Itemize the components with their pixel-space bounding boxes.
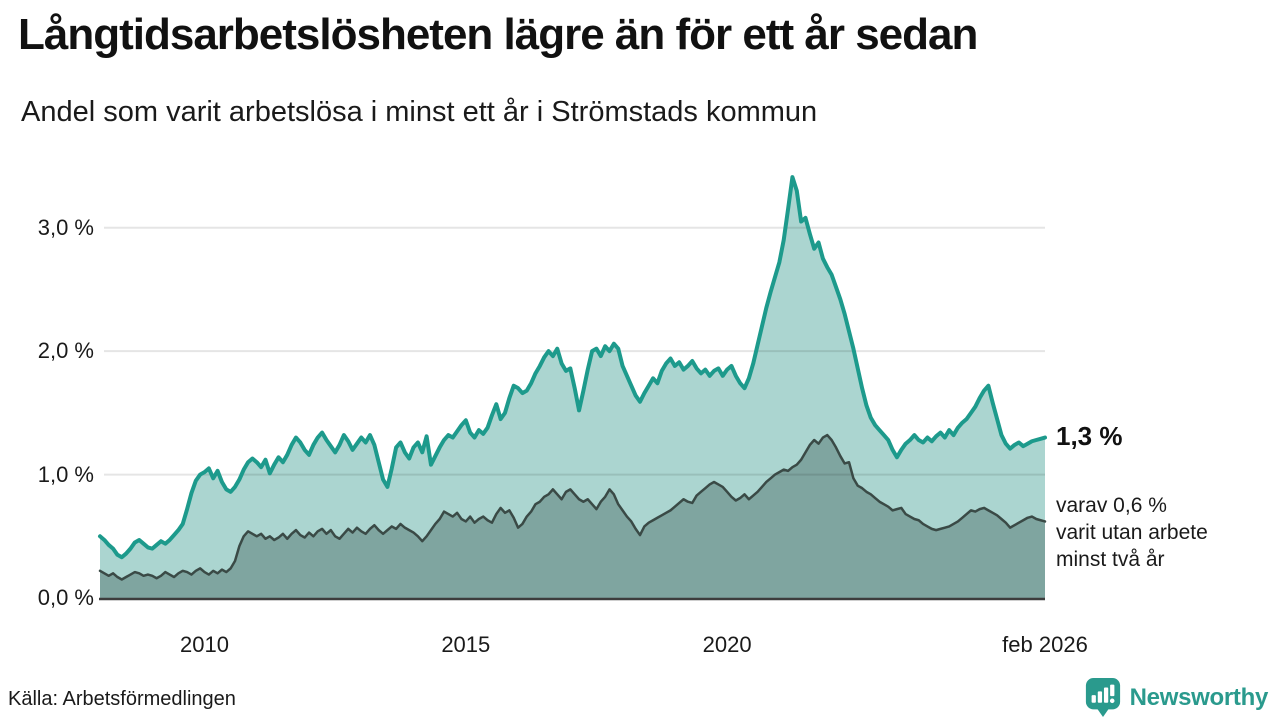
x-axis-tick-label: 2020 [702,632,752,657]
annotation-line: minst två år [1056,548,1165,572]
annotation-line: varit utan arbete [1056,521,1208,545]
chart-subtitle: Andel som varit arbetslösa i minst ett å… [21,96,818,128]
annotation-line: varav 0,6 % [1056,494,1167,518]
area-fill-series-1 [100,435,1045,598]
line-series-1 [98,433,1047,581]
latest-two-year-label: varav 0,6 % varit utan arbete minst två … [1056,492,1208,573]
x-axis-tick-label: 2015 [441,632,491,657]
newsworthy-logo: Newsworthy [1084,677,1268,718]
y-axis-tick-label: 3,0 % [37,214,94,240]
x-axis-tick-label: 2010 [180,632,229,657]
source-caption: Källa: Arbetsförmedlingen [8,688,236,710]
line-series-0 [98,175,1047,560]
y-axis-tick-label: 1,0 % [37,461,94,487]
y-axis-tick-label: 2,0 % [37,338,94,364]
latest-value-label: 1,3 % [1056,420,1123,451]
y-axis-tick-label: 0,0 % [37,585,94,610]
page-title: Långtidsarbetslösheten lägre än för ett … [18,10,978,59]
newsworthy-bubble-icon [1085,678,1120,717]
x-axis-tick-label: feb 2026 [1002,632,1088,657]
newsworthy-wordmark: Newsworthy [1129,683,1269,711]
